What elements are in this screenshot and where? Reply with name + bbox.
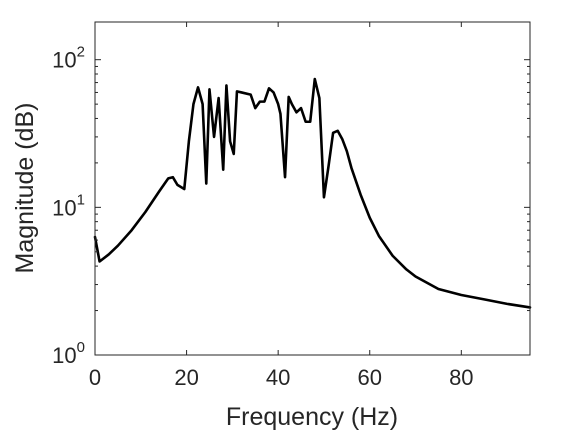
y-tick-exponent: 0: [77, 339, 85, 356]
y-tick-base: 10: [52, 343, 76, 368]
x-tick-label: 20: [174, 365, 198, 390]
plot-area: [95, 22, 530, 355]
plot-box: [94, 21, 531, 356]
y-tick-label: 101: [52, 191, 85, 220]
series-line-0: [93, 77, 532, 309]
x-axis-label: Frequency (Hz): [226, 403, 398, 431]
y-tick-label: 100: [52, 339, 85, 368]
y-tick-exponent: 1: [77, 191, 85, 208]
x-tick-label: 80: [449, 365, 473, 390]
y-tick-base: 10: [52, 48, 76, 73]
x-tick-label: 40: [266, 365, 290, 390]
y-tick-label: 102: [52, 44, 85, 73]
x-tick-label: 0: [89, 365, 101, 390]
y-tick-exponent: 2: [77, 44, 85, 61]
y-tick-base: 10: [52, 195, 76, 220]
x-ticks: 0 20 40 60 80: [89, 22, 474, 390]
y-axis-label: Magnitude (dB): [11, 103, 39, 274]
series-layer: [93, 77, 532, 309]
x-tick-label: 60: [357, 365, 381, 390]
